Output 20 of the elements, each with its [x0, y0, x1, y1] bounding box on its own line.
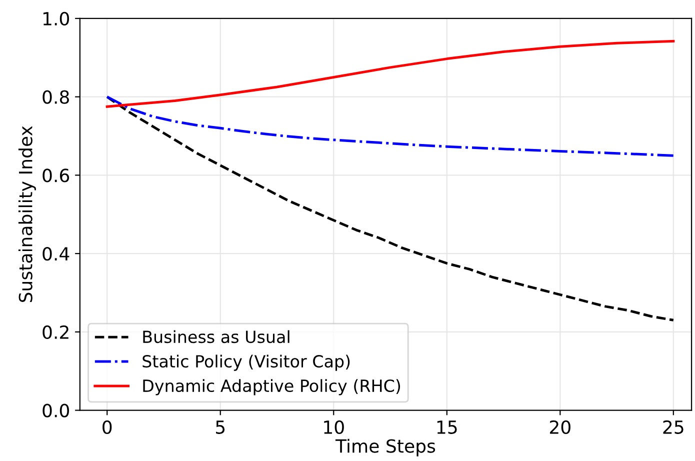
y-axis-title: Sustainability Index	[18, 126, 36, 302]
line-series	[106, 96, 675, 322]
line-series	[106, 40, 675, 108]
x-tick-label: 5	[216, 420, 225, 434]
x-tick-label: 15	[437, 420, 457, 434]
x-tick-label: 0	[102, 420, 112, 434]
x-axis-title: Time Steps	[335, 438, 436, 456]
y-tick-label: 0.0	[42, 404, 70, 418]
y-tick-label: 0.6	[42, 168, 70, 182]
x-tick-label: 20	[550, 420, 570, 434]
legend-label: Static Policy (Visitor Cap)	[142, 354, 350, 371]
x-tick-label: 10	[324, 420, 344, 434]
line-series	[106, 96, 675, 157]
y-tick-label: 1.0	[43, 12, 70, 26]
y-tick-label: 0.4	[42, 247, 70, 261]
legend-label: Business as Usual	[143, 330, 290, 344]
y-tick-label: 0.8	[42, 90, 69, 104]
legend-label: Dynamic Adaptive Policy (RHC)	[143, 379, 400, 396]
y-tick-label: 0.2	[42, 325, 68, 340]
x-tick-label: 25	[663, 420, 684, 434]
